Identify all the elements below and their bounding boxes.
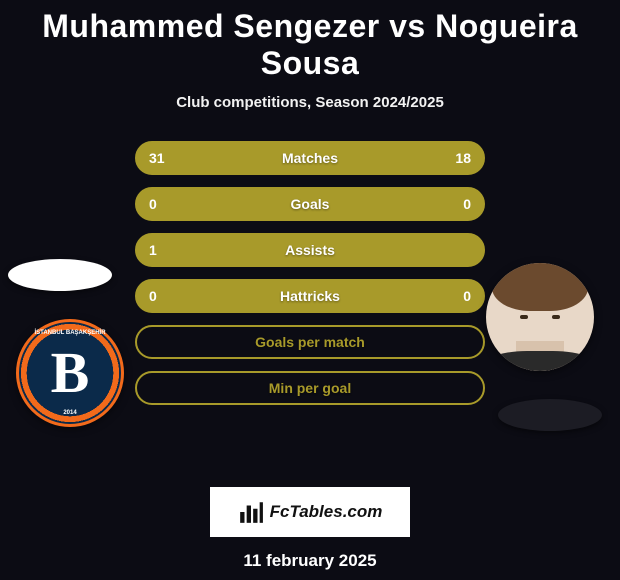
stat-row: Min per goal <box>135 371 485 405</box>
stat-row: Goals per match <box>135 325 485 359</box>
left-small-ellipse <box>8 259 112 291</box>
stat-label: Min per goal <box>269 380 351 396</box>
bars-icon <box>238 499 264 525</box>
stat-label: Assists <box>285 242 335 258</box>
stat-left-value: 31 <box>149 150 165 166</box>
content-area: 31 Matches 18 0 Goals 0 1 Assists 0 Hattricks 0 Goa… <box>0 141 620 481</box>
team-badge-basaksehir: İSTANBUL BAŞAKŞEHİR B 2014 <box>16 319 124 427</box>
badge-bottom-text: 2014 <box>19 410 121 416</box>
player1-name: Muhammed Sengezer <box>42 8 379 44</box>
stat-row: 0 Goals 0 <box>135 187 485 221</box>
stat-label: Hattricks <box>280 288 340 304</box>
badge-letter: B <box>51 344 90 402</box>
player-photo <box>486 263 594 371</box>
stat-label: Goals <box>291 196 330 212</box>
stat-label: Matches <box>282 150 338 166</box>
stat-row: 1 Assists <box>135 233 485 267</box>
fctables-logo-box: FcTables.com <box>210 487 410 537</box>
stat-row: 31 Matches 18 <box>135 141 485 175</box>
stat-right-value: 0 <box>463 196 471 212</box>
right-small-ellipse <box>498 399 602 431</box>
stat-right-value: 0 <box>463 288 471 304</box>
stat-right-value: 18 <box>455 150 471 166</box>
stat-left-value: 0 <box>149 196 157 212</box>
page-subtitle: Club competitions, Season 2024/2025 <box>0 94 620 111</box>
page-title: Muhammed Sengezer vs Nogueira Sousa <box>0 0 620 82</box>
badge-top-text: İSTANBUL BAŞAKŞEHİR <box>19 330 121 336</box>
stat-row: 0 Hattricks 0 <box>135 279 485 313</box>
stat-left-value: 1 <box>149 242 157 258</box>
stat-label: Goals per match <box>255 334 365 350</box>
stat-rows-container: 31 Matches 18 0 Goals 0 1 Assists 0 Hattricks 0 Goa… <box>135 141 485 417</box>
date-label: 11 february 2025 <box>0 551 620 571</box>
fctables-label: FcTables.com <box>270 502 383 522</box>
stat-left-value: 0 <box>149 288 157 304</box>
